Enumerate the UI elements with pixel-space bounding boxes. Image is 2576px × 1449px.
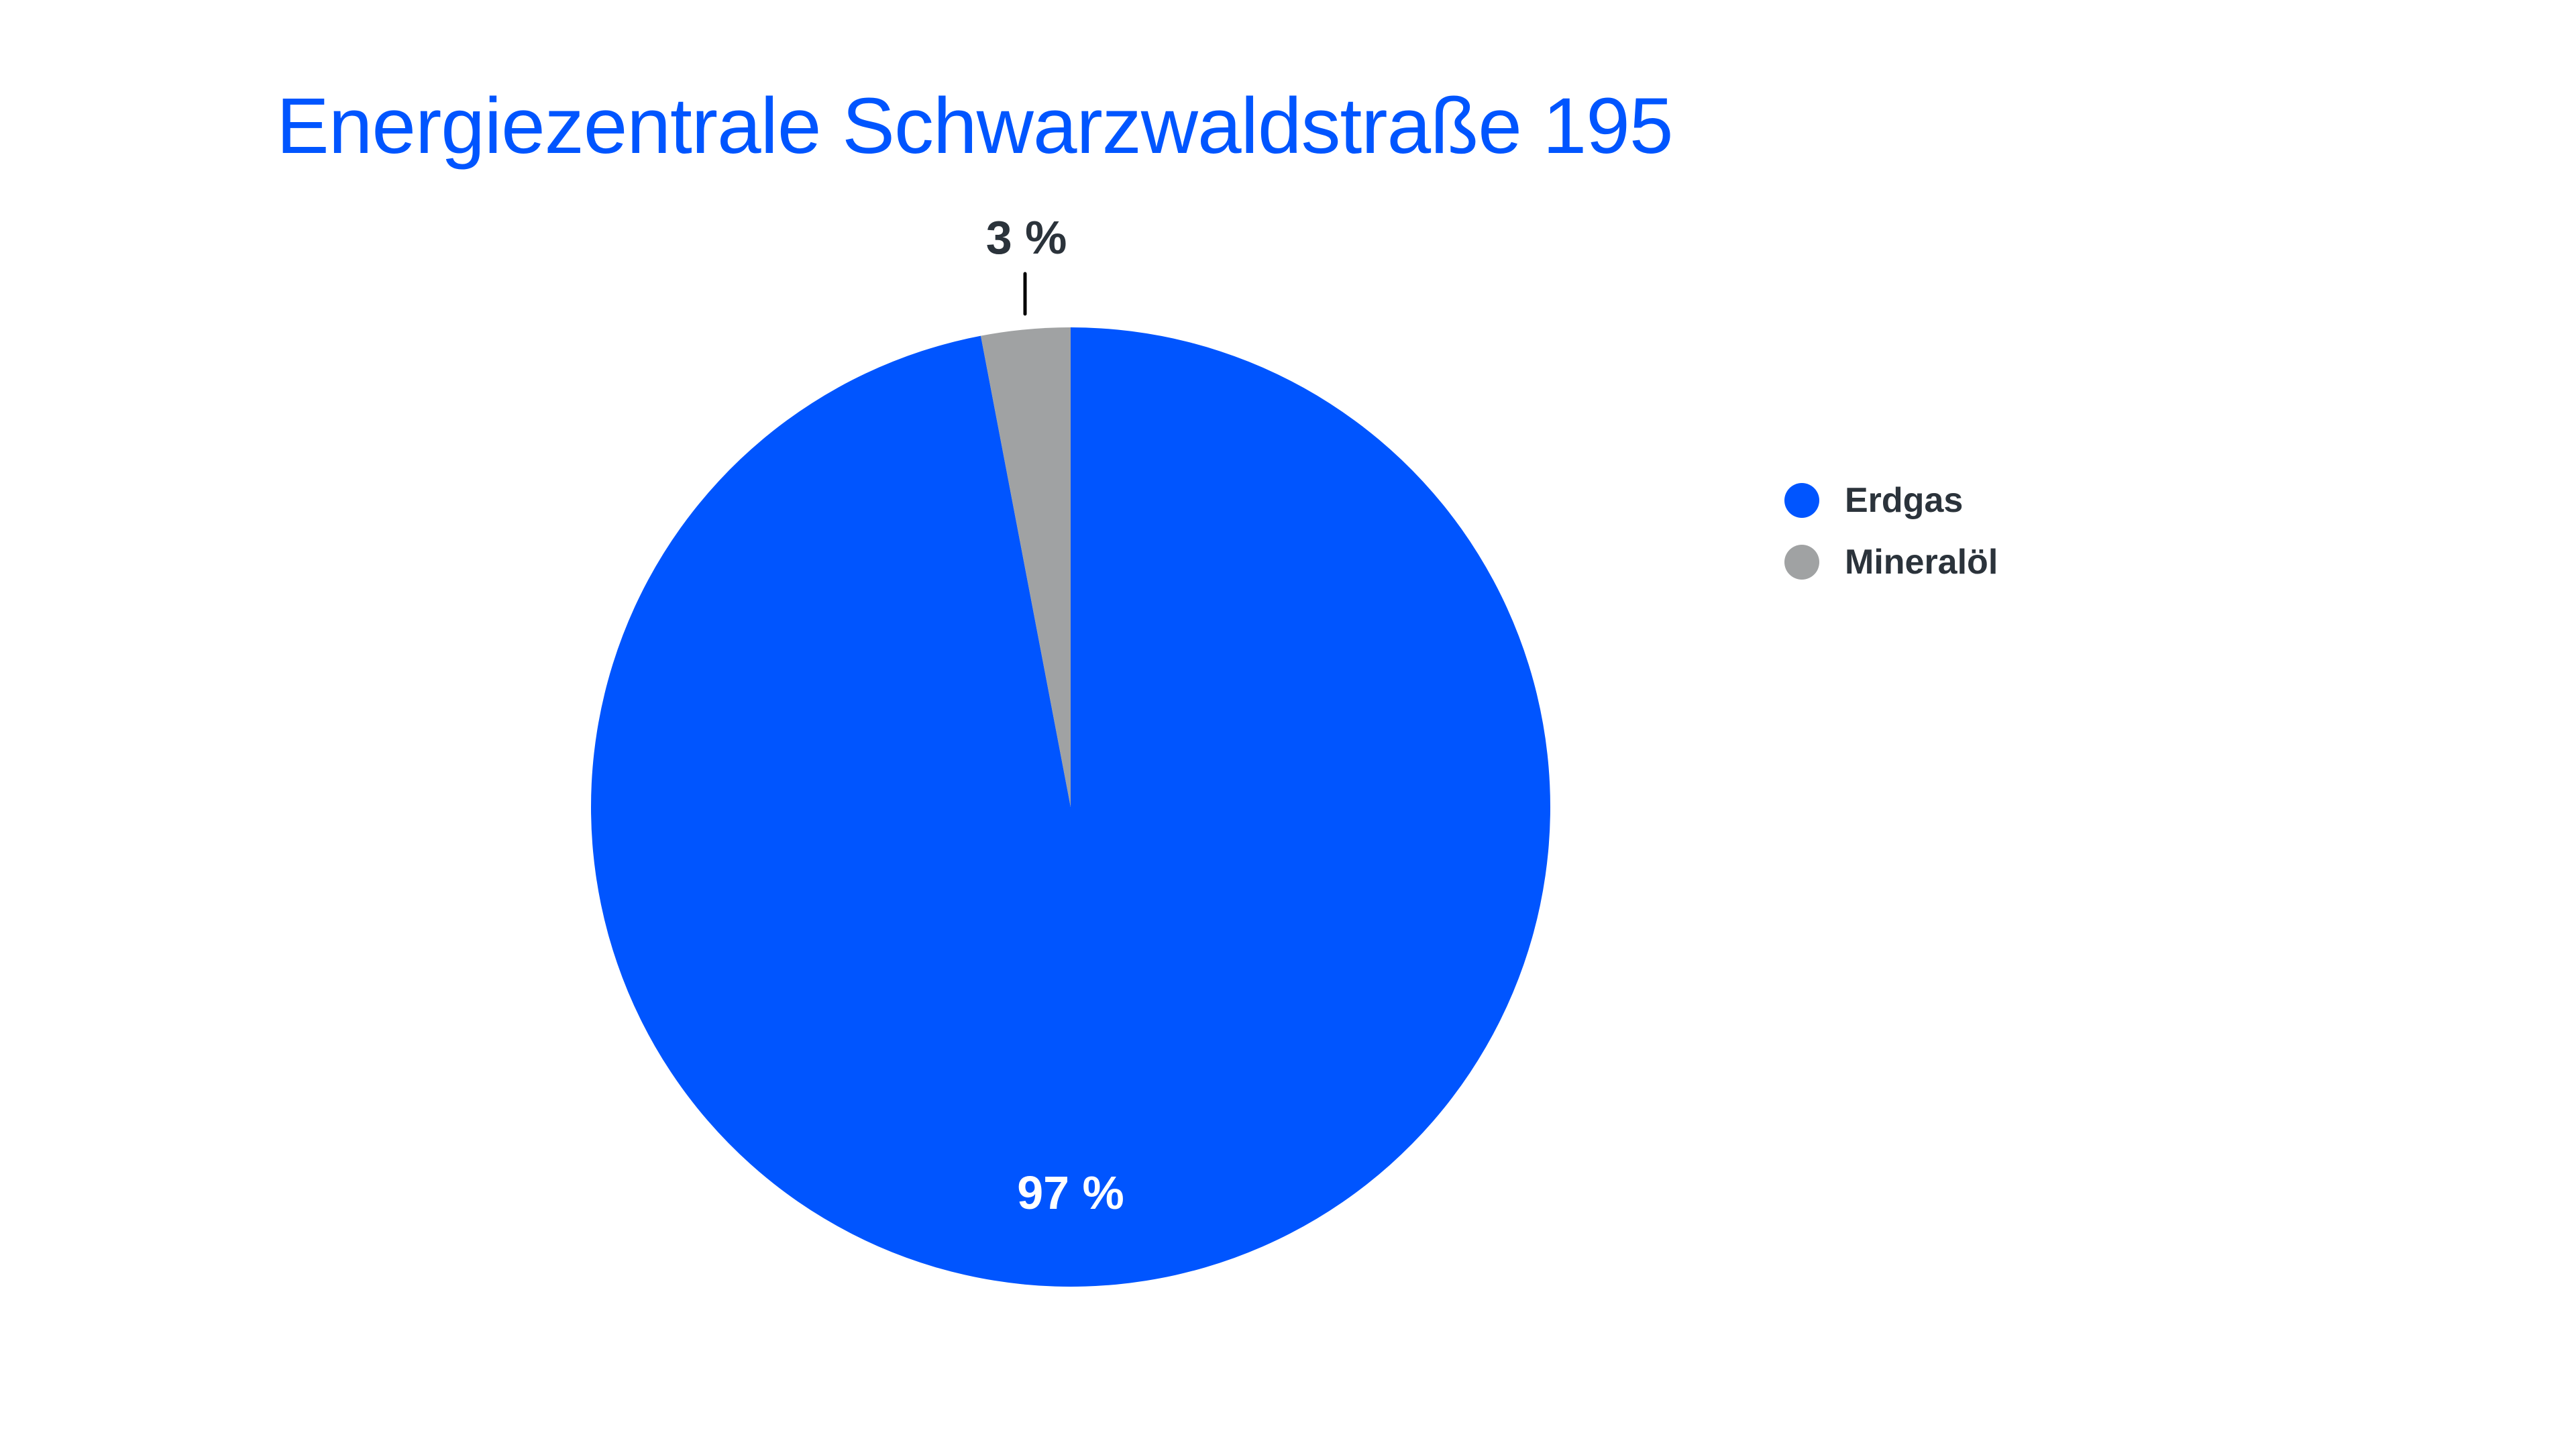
mineraloel-swatch-icon	[1784, 545, 1819, 580]
legend: Erdgas Mineralöl	[1784, 470, 1998, 593]
mineraloel-value-label: 3 %	[986, 211, 1067, 264]
chart-title: Energiezentrale Schwarzwaldstraße 195	[276, 82, 1674, 170]
pie-slice-erdgas	[590, 327, 1550, 1287]
legend-label: Mineralöl	[1845, 543, 1998, 582]
erdgas-swatch-icon	[1784, 483, 1819, 518]
erdgas-value-label: 97 %	[1017, 1167, 1124, 1219]
legend-item-mineraloel: Mineralöl	[1784, 531, 1998, 593]
pie-slice-mineralöl	[981, 327, 1071, 807]
legend-label: Erdgas	[1845, 481, 1964, 520]
legend-item-erdgas: Erdgas	[1784, 470, 1998, 531]
